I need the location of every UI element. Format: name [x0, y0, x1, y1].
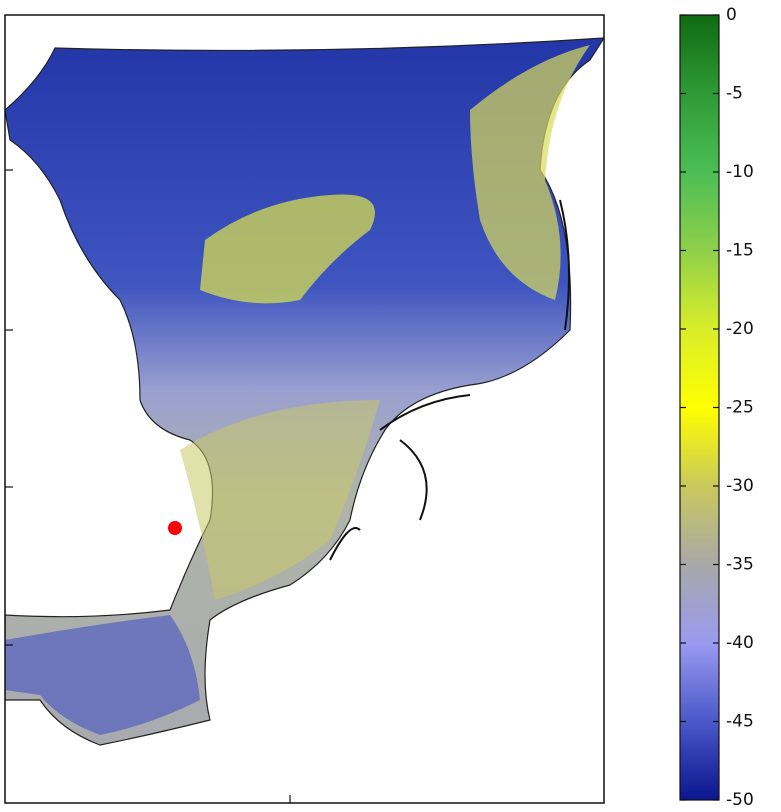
map	[5, 37, 604, 746]
colorbar-tick-label: 0	[726, 5, 737, 25]
colorbar-tick-label: -15	[726, 241, 754, 261]
colorbar-tick-label: -10	[726, 162, 754, 182]
shallow-south	[180, 400, 380, 600]
channel	[5, 615, 200, 735]
shallow-coast	[470, 45, 590, 300]
shallow-bank	[200, 194, 375, 304]
frame-ticks	[5, 169, 291, 803]
colorbar-tick-label: -20	[726, 319, 754, 339]
map-frame	[4, 14, 605, 804]
location-marker	[168, 521, 182, 535]
colorbar-tick-label: -50	[726, 790, 754, 810]
colorbar-tick-label: -35	[726, 555, 754, 575]
colorbar-tick-label: -30	[726, 476, 754, 496]
coast-outline	[329, 199, 570, 561]
colorbar-tick-label: -40	[726, 633, 754, 653]
colorbar-tick-label: -25	[726, 398, 754, 418]
colorbar-tick-label: -45	[726, 712, 754, 732]
colorbar-tick-label: -5	[726, 84, 743, 104]
